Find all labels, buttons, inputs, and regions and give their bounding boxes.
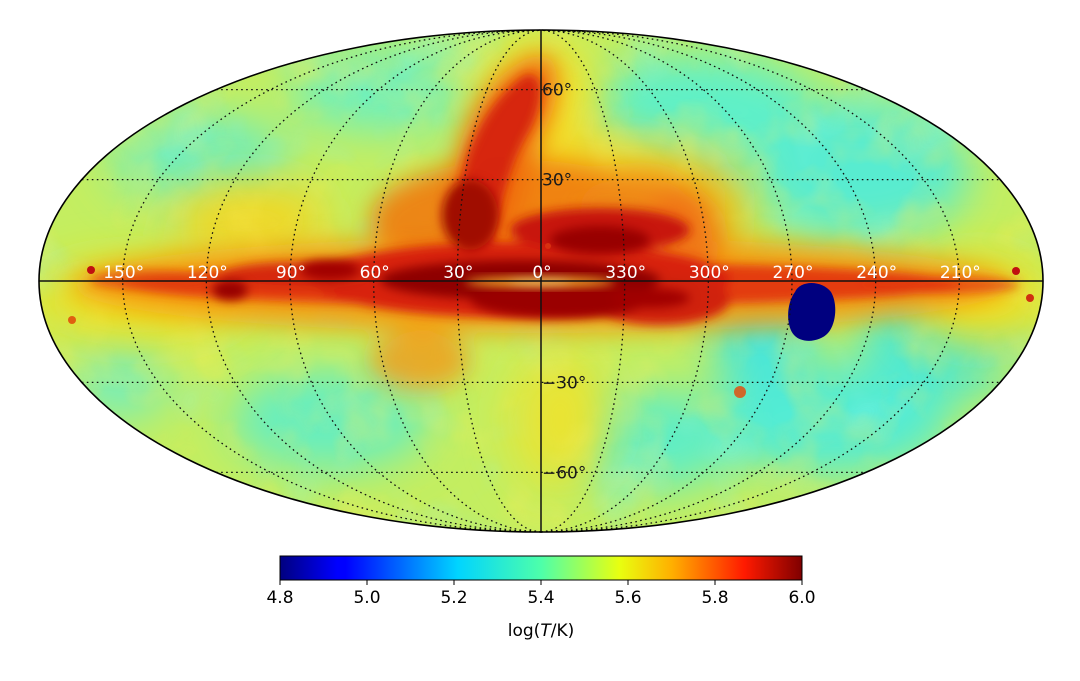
longitude-label: 60°	[360, 263, 390, 283]
colorbar-tick-label: 6.0	[788, 588, 815, 608]
colorbar-gradient	[279, 555, 803, 581]
latitude-labels: 60° 30° −30° −60°	[542, 81, 586, 484]
graticule	[81, 29, 1001, 533]
longitude-label: 120°	[187, 263, 228, 283]
latitude-label: −60°	[542, 463, 586, 483]
colorbar-title: log(T/K)	[508, 621, 574, 641]
latitude-label: 30°	[542, 171, 572, 191]
longitude-label: 240°	[856, 263, 897, 283]
longitude-label: 300°	[689, 263, 730, 283]
masked-region	[788, 283, 836, 341]
colorbar-tick-label: 5.4	[527, 588, 554, 608]
longitude-label: 30°	[443, 263, 473, 283]
latitude-label: −30°	[542, 373, 586, 393]
longitude-label: 330°	[605, 263, 646, 283]
longitude-label: 90°	[276, 263, 306, 283]
latitude-label: 60°	[542, 81, 572, 101]
longitude-label: 150°	[103, 263, 144, 283]
colorbar-tick-label: 5.0	[353, 588, 380, 608]
colorbar-tick-label: 5.6	[614, 588, 641, 608]
map-outline	[38, 29, 1044, 533]
longitude-labels: 150° 120° 90° 60° 30° 0° 330° 300° 270° 240° 210°	[103, 263, 981, 283]
hot-spots	[68, 243, 1034, 398]
colorbar-tick-label: 5.8	[701, 588, 728, 608]
longitude-label: 0°	[532, 263, 551, 283]
longitude-label: 210°	[940, 263, 981, 283]
colorbar-ticks: 4.8 5.0 5.2 5.4 5.6 5.8 6.0	[266, 580, 816, 608]
colorbar-tick-label: 5.2	[440, 588, 467, 608]
colorbar: 4.8 5.0 5.2 5.4 5.6 5.8 6.0 log(T/K)	[266, 555, 816, 641]
colorbar-tick-label: 4.8	[266, 588, 293, 608]
longitude-label: 270°	[773, 263, 814, 283]
meridian-300	[540, 29, 709, 533]
